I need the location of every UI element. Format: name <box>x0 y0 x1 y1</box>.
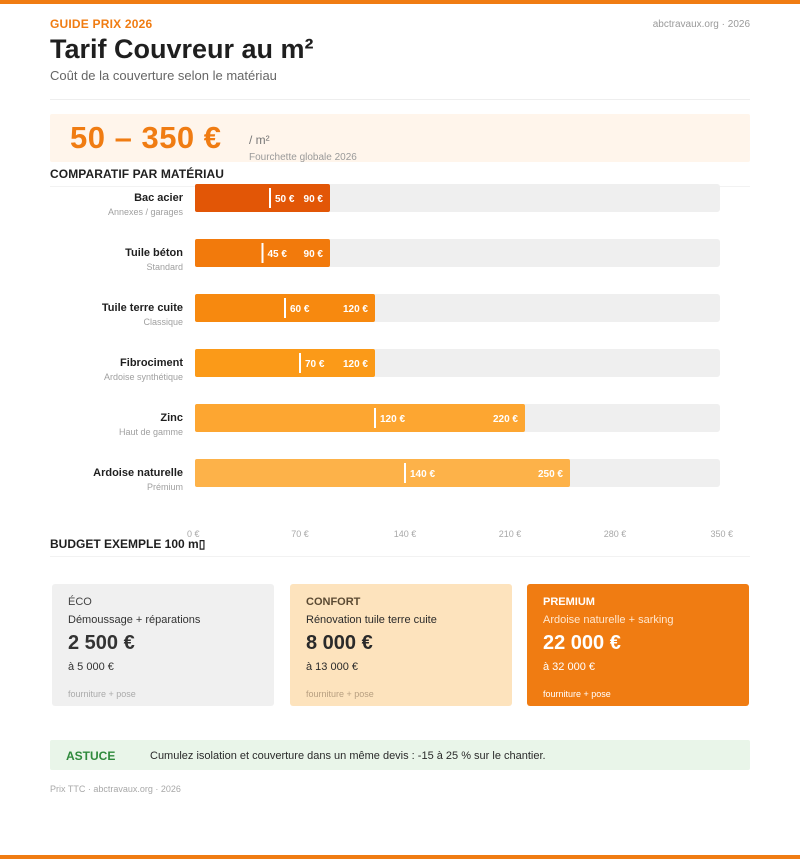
bar-min-label: 120 € <box>380 414 405 425</box>
material-subtitle: Classique <box>143 317 183 327</box>
material-subtitle: Ardoise synthétique <box>104 372 183 382</box>
bar-max-label: 250 € <box>538 469 563 480</box>
bar-min-marker <box>374 408 376 428</box>
card-description: Démoussage + réparations <box>68 614 201 626</box>
header-divider <box>50 99 750 100</box>
material-name: Ardoise naturelle <box>93 467 183 479</box>
card-price-max: à 13 000 € <box>306 661 358 673</box>
card-price-max: à 32 000 € <box>543 661 595 673</box>
material-name: Tuile béton <box>125 247 183 259</box>
bar-max-label: 120 € <box>343 359 368 370</box>
axis-tick-label: 0 € <box>187 529 200 539</box>
material-name: Tuile terre cuite <box>102 302 183 314</box>
material-subtitle: Prémium <box>147 482 183 492</box>
card-description: Ardoise naturelle + sarking <box>543 614 674 626</box>
global-price-range: 50 – 350 € <box>70 120 222 155</box>
bar-min-label: 50 € <box>275 194 295 205</box>
section-title-budget: BUDGET EXEMPLE 100 m▯ <box>50 537 206 551</box>
card-title: ÉCO <box>68 596 92 608</box>
material-name: Bac acier <box>134 192 184 204</box>
bar-min-marker <box>404 463 406 483</box>
material-subtitle: Haut de gamme <box>119 427 183 437</box>
card-price-max: à 5 000 € <box>68 661 114 673</box>
card-title: CONFORT <box>306 596 361 608</box>
material-price-chart: 50 € 90 € Bac acier Annexes / garages 45 € 90… <box>93 184 733 539</box>
budget-card-confort: CONFORT Rénovation tuile terre cuite 8 0… <box>290 584 512 706</box>
price-range-banner: 50 – 350 € / m² Fourchette globale 2026 <box>50 114 750 163</box>
page-title: Tarif Couvreur au m² <box>50 34 314 64</box>
footer-credit: Prix TTC · abctravaux.org · 2026 <box>50 784 181 794</box>
bar-max-label: 90 € <box>304 194 324 205</box>
card-note: fourniture + pose <box>306 689 374 699</box>
card-price: 2 500 € <box>68 632 135 654</box>
top-accent-bar <box>0 0 800 4</box>
axis-tick-label: 280 € <box>604 529 627 539</box>
material-subtitle: Annexes / garages <box>108 207 184 217</box>
card-title: PREMIUM <box>543 596 595 608</box>
material-subtitle: Standard <box>146 262 183 272</box>
axis-tick-label: 140 € <box>394 529 417 539</box>
bar-max-label: 90 € <box>304 249 324 260</box>
page-subtitle: Coût de la couverture selon le matériau <box>50 68 277 83</box>
bar-max-label: 220 € <box>493 414 518 425</box>
bottom-accent-bar <box>0 855 800 859</box>
bar-min-marker <box>261 243 264 263</box>
bar-min-label: 60 € <box>290 304 310 315</box>
axis-tick-label: 350 € <box>710 529 733 539</box>
tip-label: ASTUCE <box>66 749 116 763</box>
eyebrow-label: GUIDE PRIX 2026 <box>50 17 153 31</box>
bar-max-label: 120 € <box>343 304 368 315</box>
card-note: fourniture + pose <box>543 689 611 699</box>
section-divider <box>50 556 750 557</box>
price-unit: / m² <box>249 133 270 147</box>
bar-min-label: 140 € <box>410 469 435 480</box>
bar-range <box>195 404 525 432</box>
card-note: fourniture + pose <box>68 689 136 699</box>
axis-tick-label: 70 € <box>291 529 309 539</box>
range-note: Fourchette globale 2026 <box>249 152 357 163</box>
bar-range <box>195 459 570 487</box>
section-title-comparatif: COMPARATIF PAR MATÉRIAU <box>50 167 225 181</box>
site-credit: abctravaux.org · 2026 <box>652 19 750 30</box>
bar-min-marker <box>284 298 286 318</box>
bar-min-label: 45 € <box>268 249 288 260</box>
bar-min-label: 70 € <box>305 359 325 370</box>
card-description: Rénovation tuile terre cuite <box>306 614 437 626</box>
bar-min-marker <box>269 188 271 208</box>
bar-min-marker <box>299 353 301 373</box>
tip-text: Cumulez isolation et couverture dans un … <box>150 750 546 762</box>
bar-range <box>195 184 330 212</box>
bar-range <box>195 349 375 377</box>
material-name: Zinc <box>160 412 183 424</box>
tip-banner: ASTUCE Cumulez isolation et couverture d… <box>50 740 750 770</box>
axis-tick-label: 210 € <box>499 529 522 539</box>
material-name: Fibrociment <box>120 357 183 369</box>
budget-card-premium: PREMIUM Ardoise naturelle + sarking 22 0… <box>527 584 749 706</box>
card-price: 22 000 € <box>543 632 621 654</box>
card-price: 8 000 € <box>306 632 373 654</box>
budget-card-eco: ÉCO Démoussage + réparations 2 500 € à 5… <box>52 584 274 706</box>
